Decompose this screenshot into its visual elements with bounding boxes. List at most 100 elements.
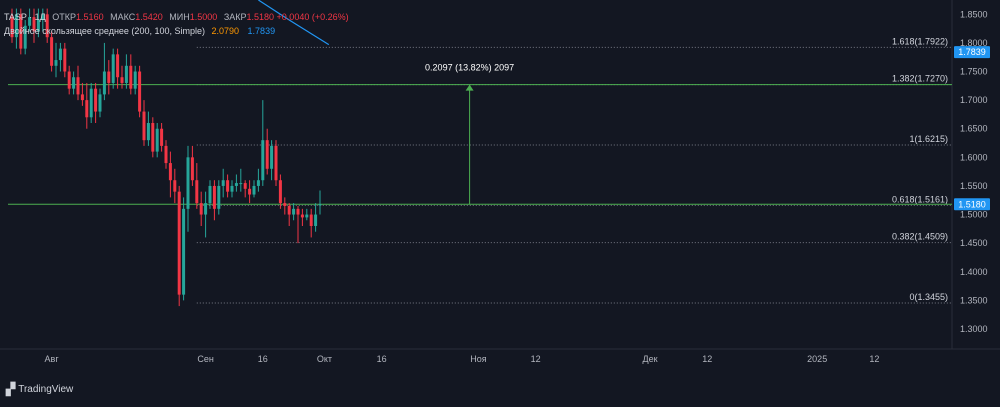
candle-body — [151, 123, 155, 152]
candle-body — [287, 205, 291, 215]
symbol-label[interactable]: TASP · 1Д — [4, 12, 46, 22]
y-tick-label: 1.3500 — [960, 295, 988, 305]
y-tick-label: 1.7500 — [960, 67, 988, 77]
candle-body — [23, 25, 27, 49]
candle-body — [318, 204, 322, 206]
x-tick-label: Дек — [642, 354, 657, 364]
candle-body — [76, 77, 80, 95]
candle-body — [116, 54, 120, 78]
candle-body — [274, 145, 278, 181]
x-tick-label: 2025 — [807, 354, 827, 364]
x-tick-label: 12 — [531, 354, 541, 364]
candle-body — [45, 14, 49, 38]
candle-body — [50, 37, 54, 66]
candle-body — [85, 100, 89, 118]
candle-body — [239, 183, 243, 185]
candle-body — [14, 14, 18, 38]
candle-body — [305, 214, 309, 218]
candle-body — [182, 208, 186, 295]
candle-body — [230, 185, 234, 192]
y-tick-label: 1.5500 — [960, 181, 988, 191]
tradingview-footer[interactable]: ▞ TradingView — [6, 382, 73, 396]
candle-body — [283, 203, 287, 206]
candle-body — [98, 94, 102, 112]
x-tick-label: 12 — [702, 354, 712, 364]
candle-body — [296, 208, 300, 215]
candle-body — [89, 88, 93, 118]
ohlc-row: TASP · 1Д ОТКР1.5160 МАКС1.5420 МИН1.500… — [4, 10, 349, 24]
price-tag-label: 1.5180 — [958, 199, 986, 209]
candle-body — [67, 71, 71, 89]
candle-body — [164, 145, 168, 164]
candle-body — [107, 71, 111, 83]
candle-body — [63, 48, 67, 72]
candle-body — [58, 48, 62, 61]
candle-body — [261, 140, 265, 181]
open-value: 1.5160 — [76, 12, 104, 22]
candle-body — [186, 157, 190, 209]
candle-body — [243, 183, 247, 189]
candle-body — [221, 180, 225, 186]
tradingview-logo-icon: ▞ — [6, 382, 15, 396]
candle-body — [190, 157, 194, 181]
fib-level-label: 1(1.6215) — [909, 134, 948, 144]
candle-body — [133, 71, 137, 89]
candle-body — [177, 191, 181, 295]
fib-level-label: 0(1.3455) — [909, 292, 948, 302]
x-tick-label: Ноя — [470, 354, 487, 364]
candle-body — [19, 14, 23, 49]
x-tick-label: 12 — [869, 354, 879, 364]
close-value: 1.5180 — [246, 12, 275, 22]
candle-body — [248, 188, 252, 195]
close-label: ЗАКР — [223, 12, 247, 22]
fib-level-label: 0.382(1.4509) — [892, 232, 948, 242]
open-label: ОТКР — [52, 12, 77, 22]
candle-body — [72, 77, 76, 89]
candle-body — [138, 71, 142, 112]
ma-value-1: 2.0790 — [211, 26, 240, 36]
candle-body — [212, 185, 216, 209]
fib-level-label: 1.382(1.7270) — [892, 74, 948, 84]
candle-body — [208, 185, 212, 204]
candle-body — [10, 17, 14, 38]
candle-body — [300, 214, 304, 218]
x-tick-label: 16 — [377, 354, 387, 364]
candle-body — [168, 163, 172, 181]
candle-body — [28, 17, 32, 26]
candle-body — [292, 208, 296, 215]
low-label: МИН — [169, 12, 190, 22]
candle-body — [36, 20, 40, 32]
candle-body — [41, 14, 45, 21]
high-label: МАКС — [110, 12, 136, 22]
candle-body — [217, 185, 221, 209]
candle-body — [252, 185, 256, 195]
y-tick-label: 1.5000 — [960, 210, 988, 220]
x-tick-label: Окт — [317, 354, 332, 364]
candle-body — [102, 71, 106, 95]
candle-body — [54, 60, 58, 66]
y-tick-label: 1.3000 — [960, 324, 988, 334]
fib-level-label: 0.618(1.5161) — [892, 194, 948, 204]
candle-body — [314, 214, 318, 226]
candle-body — [155, 128, 159, 152]
candle-body — [120, 77, 124, 83]
ma-indicator-name[interactable]: Двойное скользящее среднее (200, 100, Si… — [4, 26, 205, 36]
x-tick-label: 16 — [258, 354, 268, 364]
brand-label: TradingView — [18, 383, 74, 395]
x-tick-label: Авг — [45, 354, 60, 364]
candle-body — [256, 180, 260, 186]
y-tick-label: 1.6500 — [960, 124, 988, 134]
candle-body — [111, 54, 115, 83]
y-tick-label: 1.4500 — [960, 238, 988, 248]
candle-body — [204, 203, 208, 215]
candle-body — [195, 180, 199, 204]
candle-body — [129, 65, 133, 89]
fib-level-label: 1.618(1.7922) — [892, 36, 948, 46]
ma-row: Двойное скользящее среднее (200, 100, Si… — [4, 24, 349, 38]
candle-body — [265, 140, 269, 169]
candle-body — [270, 145, 274, 169]
candle-body — [160, 128, 164, 146]
candle-body — [309, 214, 313, 226]
